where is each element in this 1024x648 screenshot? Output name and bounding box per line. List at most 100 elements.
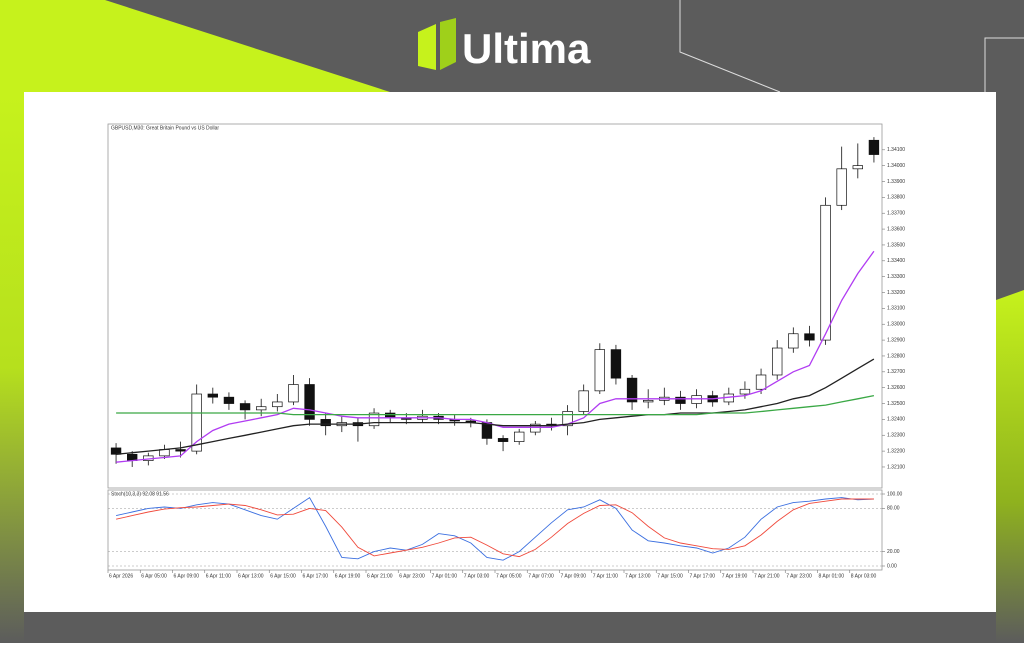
candle-body	[256, 406, 267, 411]
y-tick-label: 1.32100	[887, 464, 905, 470]
main-plot-frame	[107, 123, 883, 489]
candle-body	[272, 401, 283, 408]
x-tick-label: 7 Apr 09:00	[561, 573, 587, 579]
candle-body	[739, 388, 751, 395]
candle-body	[368, 412, 380, 427]
x-tick-label: 8 Apr 01:00	[819, 573, 845, 579]
y-tick-label: 1.32300	[887, 433, 905, 439]
panel	[24, 92, 996, 612]
y-tick-label: 1.32800	[887, 353, 905, 359]
x-tick-label: 7 Apr 15:00	[657, 573, 683, 579]
x-tick-label: 6 Apr 19:00	[335, 573, 361, 579]
candle-body	[820, 204, 831, 341]
y-tick-label: 1.33200	[887, 290, 905, 296]
candle-body	[626, 377, 638, 403]
y-tick-label: 1.32600	[887, 385, 905, 391]
x-tick-label: 6 Apr 15:00	[270, 573, 296, 579]
x-tick-label: 7 Apr 01:00	[432, 573, 458, 579]
y-tick-label: 20.00	[887, 549, 900, 555]
x-tick-label: 7 Apr 11:00	[593, 573, 618, 579]
x-tick-label: 6 Apr 23:00	[399, 573, 425, 579]
x-tick-label: 8 Apr 03:00	[851, 573, 877, 579]
candle-body	[191, 393, 202, 452]
y-tick-label: 100.00	[887, 491, 903, 497]
moving-average	[116, 394, 875, 416]
y-tick-label: 1.34100	[887, 147, 905, 153]
candle-body	[207, 393, 219, 398]
y-tick-label: 1.32500	[887, 401, 905, 407]
candle-body	[852, 165, 863, 170]
candle-body	[578, 390, 589, 412]
candle-body	[675, 396, 686, 404]
y-tick-label: 1.33800	[887, 195, 905, 201]
osc-title: Stoch(10,3,3) 92.08 91.56	[111, 491, 169, 497]
brand-name: Ultima	[462, 25, 591, 72]
y-tick-label: 1.33600	[887, 226, 905, 232]
candle-body	[497, 438, 509, 442]
deco-line	[984, 37, 1024, 92]
accent-right	[996, 290, 1024, 643]
y-tick-label: 1.34000	[887, 163, 905, 169]
x-tick-label: 6 Apr 09:00	[174, 573, 200, 579]
y-tick-label: 80.00	[887, 506, 900, 512]
y-tick-label: 1.33900	[887, 179, 905, 185]
x-tick-label: 7 Apr 23:00	[786, 573, 812, 579]
y-tick-label: 1.32200	[887, 448, 905, 454]
y-tick-label: 1.32400	[887, 417, 905, 423]
x-tick-label: 7 Apr 13:00	[625, 573, 651, 579]
y-tick-label: 1.33100	[887, 306, 905, 312]
candle-body	[868, 139, 880, 155]
x-tick-label: 7 Apr 21:00	[754, 573, 780, 579]
candle-body	[755, 374, 767, 390]
candle-body	[610, 349, 622, 379]
logo-icon	[418, 24, 436, 70]
deco-line	[679, 0, 781, 93]
oscillator-line	[116, 496, 874, 561]
candle-body	[175, 449, 186, 452]
x-tick-label: 6 Apr 05:00	[141, 573, 167, 579]
x-tick-label: 7 Apr 19:00	[722, 573, 748, 579]
y-tick-label: 1.33300	[887, 274, 905, 280]
candle-body	[642, 400, 654, 403]
oscillator-line	[116, 498, 874, 558]
accent-shape	[0, 0, 390, 92]
candle-body	[288, 384, 299, 403]
candle-body	[691, 395, 702, 404]
candle-body	[513, 431, 525, 442]
x-tick-label: 7 Apr 07:00	[528, 573, 554, 579]
accent-left	[0, 92, 24, 643]
candle-body	[304, 384, 315, 420]
candle-body	[110, 447, 122, 455]
moving-average	[116, 358, 875, 455]
y-tick-label: 1.33500	[887, 242, 905, 248]
candle-body	[804, 333, 815, 341]
candle-body	[594, 349, 605, 392]
candle-body	[385, 412, 396, 419]
y-tick-label: 1.32900	[887, 337, 905, 343]
chart-title: GBPUSD,M30: Great Britain Pound vs US Do…	[111, 125, 219, 131]
candle-body	[320, 419, 331, 427]
x-tick-label: 6 Apr 17:00	[303, 573, 329, 579]
candle-body	[239, 403, 251, 411]
y-tick-label: 1.33400	[887, 258, 905, 264]
candle-body	[771, 347, 783, 376]
x-tick-label: 6 Apr 21:00	[367, 573, 393, 579]
candle-body	[223, 396, 235, 404]
candle-body	[788, 333, 799, 349]
x-tick-label: 6 Apr 11:00	[206, 573, 231, 579]
logo: Ultima	[418, 18, 591, 72]
candle-body	[562, 411, 573, 427]
candle-body	[836, 168, 847, 206]
y-tick-label: 1.33000	[887, 322, 905, 328]
x-tick-label: 6 Apr 2026	[109, 573, 133, 579]
x-tick-label: 7 Apr 05:00	[496, 573, 522, 579]
y-tick-label: 1.32700	[887, 369, 905, 375]
x-tick-label: 7 Apr 17:00	[690, 573, 716, 579]
x-tick-label: 6 Apr 13:00	[238, 573, 264, 579]
logo-icon	[440, 18, 456, 70]
y-tick-label: 0.00	[887, 563, 897, 569]
candle-body	[530, 423, 541, 433]
y-tick-label: 1.33700	[887, 211, 905, 217]
